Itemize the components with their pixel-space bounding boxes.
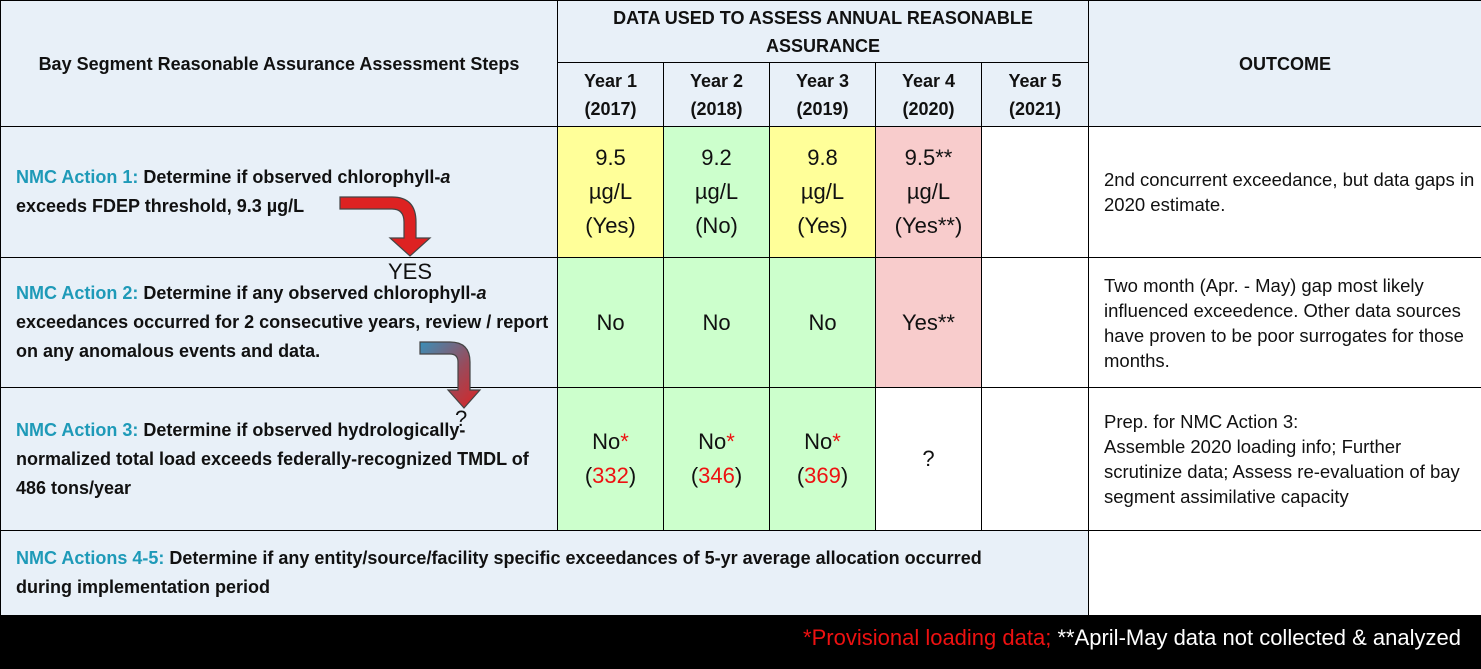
- footer-bar: *Provisional loading data; **April-May d…: [0, 615, 1481, 669]
- year-2-value: No* (346): [663, 387, 770, 531]
- year-5-value: [981, 387, 1089, 531]
- table-row: NMC Action 1: Determine if observed chlo…: [0, 126, 1481, 258]
- table-row: NMC Actions 4-5: Determine if any entity…: [0, 530, 1481, 616]
- nmc-action-3-step: NMC Action 3: Determine if observed hydr…: [0, 387, 558, 531]
- reasonable-assurance-table: Bay Segment Reasonable Assurance Assessm…: [0, 0, 1481, 616]
- nmc-action-1-step: NMC Action 1: Determine if observed chlo…: [0, 126, 558, 258]
- year-3-value: No* (369): [769, 387, 876, 531]
- provisional-note: *Provisional loading data;: [803, 625, 1052, 650]
- year-3-header: Year 3 (2019): [769, 62, 876, 127]
- outcome-3: Prep. for NMC Action 3: Assemble 2020 loa…: [1088, 387, 1481, 531]
- outcome-header: OUTCOME: [1088, 0, 1481, 127]
- question-label: ?: [455, 406, 468, 431]
- year-3-value: No: [769, 257, 876, 388]
- outcome-4: [1088, 530, 1481, 616]
- year-4-value: Yes**: [875, 257, 982, 388]
- action-label: NMC Actions 4-5:: [16, 548, 165, 568]
- year-4-value: 9.5** µg/L (Yes**): [875, 126, 982, 258]
- outcome-2: Two month (Apr. - May) gap most likely i…: [1088, 257, 1481, 388]
- year-5-value: [981, 257, 1089, 388]
- action-label: NMC Action 3:: [16, 419, 139, 440]
- year-2-value: 9.2 µg/L (No): [663, 126, 770, 258]
- april-may-note: **April-May data not collected & analyze…: [1051, 625, 1461, 650]
- year-1-value: 9.5 µg/L (Yes): [557, 126, 664, 258]
- footer-note: *Provisional loading data; **April-May d…: [803, 623, 1461, 653]
- year-5-header: Year 5 (2021): [981, 62, 1089, 127]
- year-4-header: Year 4 (2020): [875, 62, 982, 127]
- table-row: NMC Action 2: Determine if any observed …: [0, 257, 1481, 388]
- yes-label: YES: [388, 259, 433, 284]
- year-3-value: 9.8 µg/L (Yes): [769, 126, 876, 258]
- year-2-header: Year 2 (2018): [663, 62, 770, 127]
- year-1-header: Year 1 (2017): [557, 62, 664, 127]
- year-1-value: No: [557, 257, 664, 388]
- year-2-value: No: [663, 257, 770, 388]
- action-label: NMC Action 2:: [16, 283, 139, 303]
- nmc-actions-4-5-step: NMC Actions 4-5: Determine if any entity…: [0, 530, 1089, 616]
- action-label: NMC Action 1:: [16, 167, 139, 187]
- nmc-action-2-step: NMC Action 2: Determine if any observed …: [0, 257, 558, 388]
- table-row: NMC Action 3: Determine if observed hydr…: [0, 387, 1481, 531]
- year-5-value: [981, 126, 1089, 258]
- steps-header: Bay Segment Reasonable Assurance Assessm…: [0, 0, 558, 127]
- year-4-value: ?: [875, 387, 982, 531]
- outcome-1: 2nd concurrent exceedance, but data gaps…: [1088, 126, 1481, 258]
